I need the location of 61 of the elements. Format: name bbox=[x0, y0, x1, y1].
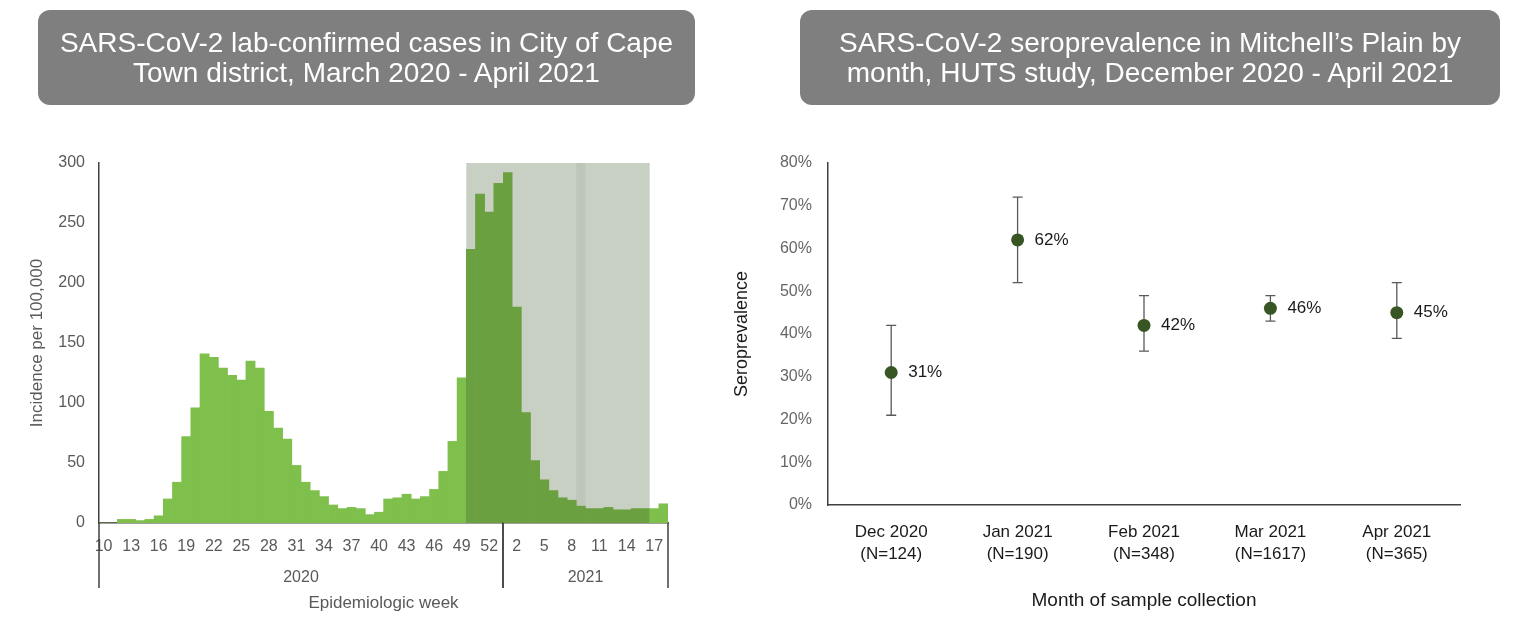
x-tick-label: Dec 2020 (N=124) bbox=[854, 521, 928, 563]
x-tick-label: 37 bbox=[342, 537, 361, 555]
x-tick-label: Mar 2021 (N=1617) bbox=[1234, 521, 1307, 563]
point bbox=[884, 365, 898, 379]
x-tick-label: Jan 2021 (N=190) bbox=[982, 521, 1053, 563]
y-tick-label: 10% bbox=[779, 452, 812, 470]
point bbox=[1263, 301, 1277, 315]
x-tick-label: Apr 2021 (N=365) bbox=[1362, 521, 1432, 563]
data-label: 42% bbox=[1161, 315, 1196, 335]
y-tick-label: 100 bbox=[58, 393, 86, 411]
data-label: 46% bbox=[1287, 298, 1322, 318]
x-tick-label: 11 bbox=[590, 537, 608, 555]
y-tick-label: 200 bbox=[58, 273, 86, 291]
title-banner: SARS-CoV-2 lab-confirmed cases in City of Cape Town district, March 2020 - April 2021 bbox=[38, 10, 695, 105]
y-tick-label: 300 bbox=[58, 153, 86, 171]
x-axis-title: 2021 bbox=[567, 567, 604, 585]
y-axis-title: Incidence per 100,000 bbox=[26, 258, 46, 428]
x-tick-label: 5 bbox=[539, 537, 549, 555]
y-tick-label: 0 bbox=[76, 513, 86, 531]
chart-title: SARS-CoV-2 lab-confirmed cases in City of Cape Town district, March 2020 - April 2021 bbox=[58, 26, 675, 88]
y-tick-label: 80% bbox=[779, 153, 812, 171]
text: Epidemiologic week bbox=[308, 593, 459, 613]
x-tick-label: 28 bbox=[259, 537, 278, 555]
x-tick-label: 40 bbox=[370, 537, 389, 555]
x-tick-label: 16 bbox=[149, 537, 168, 555]
chart-title: SARS-CoV-2 seroprevalence in Mitchell’s Plain by month, HUTS study, December 2020 - April 2021 bbox=[838, 26, 1462, 88]
point bbox=[1011, 233, 1025, 247]
y-tick-label: 150 bbox=[58, 333, 86, 351]
y-axis-title: Seroprevalence bbox=[730, 270, 751, 398]
y-tick-label: 40% bbox=[779, 324, 812, 342]
x-tick-label: 46 bbox=[425, 537, 444, 555]
x-axis-title: 2020 bbox=[283, 567, 319, 585]
data-label: 31% bbox=[908, 362, 943, 382]
data-label: 62% bbox=[1034, 229, 1069, 249]
y-tick-label: 0% bbox=[788, 495, 812, 513]
x-tick-label: 52 bbox=[480, 537, 499, 555]
x-tick-label: 49 bbox=[452, 537, 471, 555]
y-tick-label: 250 bbox=[58, 213, 86, 231]
x-tick-label: 14 bbox=[617, 537, 636, 555]
x-tick-label: 25 bbox=[232, 537, 251, 555]
y-tick-label: 20% bbox=[779, 409, 812, 427]
y-tick-label: 50% bbox=[779, 281, 812, 299]
x-tick-label: 2 bbox=[512, 537, 522, 555]
y-tick-label: 60% bbox=[779, 238, 812, 256]
x-axis-title: Month of sample collection bbox=[1031, 588, 1257, 610]
point bbox=[1390, 306, 1404, 320]
x-tick-label: 17 bbox=[645, 537, 664, 555]
x-tick-label: Feb 2021 (N=348) bbox=[1108, 521, 1180, 563]
x-tick-label: 31 bbox=[287, 537, 306, 555]
data-label: 45% bbox=[1413, 302, 1448, 322]
point bbox=[1137, 318, 1151, 332]
x-tick-label: 34 bbox=[315, 537, 333, 555]
x-tick-label: 13 bbox=[122, 537, 141, 555]
x-tick-label: 19 bbox=[177, 537, 196, 555]
x-tick-label: 22 bbox=[204, 537, 223, 555]
y-tick-label: 30% bbox=[779, 367, 812, 385]
y-tick-label: 50 bbox=[67, 453, 86, 471]
x-tick-label: 8 bbox=[567, 537, 577, 555]
y-tick-label: 70% bbox=[779, 196, 812, 214]
x-tick-label: 43 bbox=[397, 537, 416, 555]
title-banner: SARS-CoV-2 seroprevalence in Mitchell’s Plain by month, HUTS study, December 2020 - April 2021 bbox=[800, 10, 1500, 105]
